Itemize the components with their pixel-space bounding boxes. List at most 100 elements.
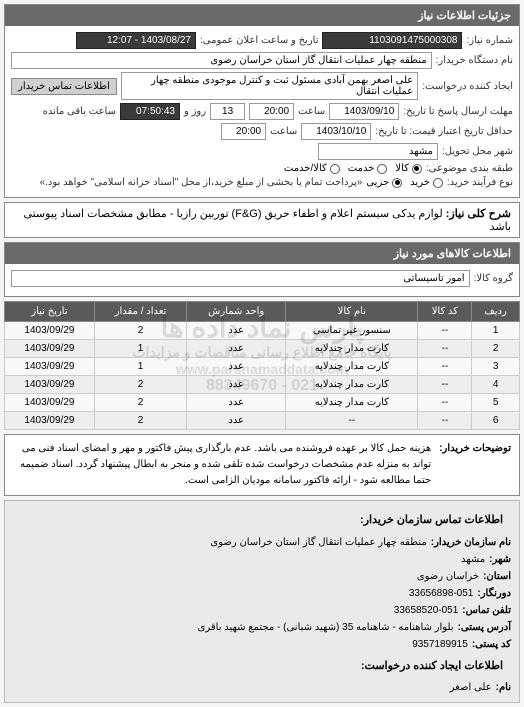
delivery-city-label: شهر محل تحویل:	[442, 146, 513, 157]
buyer-note: توضیحات خریدار: هزینه حمل کالا بر عهده ف…	[4, 434, 520, 496]
table-cell: کارت مدار چندلایه	[286, 394, 418, 412]
table-row: 4--کارت مدار چندلایهعدد21403/09/29	[5, 376, 520, 394]
table-header: نام کالا	[286, 302, 418, 322]
table-cell: 1403/09/29	[5, 340, 95, 358]
need-number-label: شماره نیاز:	[466, 35, 513, 46]
table-cell: 2	[94, 394, 186, 412]
buyer-note-text: هزینه حمل کالا بر عهده فروشنده می باشد. …	[13, 441, 431, 489]
creator-value: علی اصغر بهمن آبادی مسئول ثبت و کنترل مو…	[121, 72, 418, 100]
radio-kala[interactable]: کالا	[395, 163, 422, 174]
deadline-label: مهلت ارسال پاسخ تا تاریخ:	[403, 106, 513, 117]
table-cell: 2	[94, 322, 186, 340]
table-cell: 1403/09/29	[5, 322, 95, 340]
radio-kharid[interactable]: خرید	[410, 177, 443, 188]
table-cell: 2	[94, 376, 186, 394]
form-grid: شماره نیاز: 1103091475000308 تاریخ و ساع…	[5, 26, 519, 197]
table-cell: 3	[472, 358, 520, 376]
table-cell: --	[418, 376, 472, 394]
table-cell: --	[418, 358, 472, 376]
table-cell: 1403/09/29	[5, 412, 95, 430]
table-header: تعداد / مقدار	[94, 302, 186, 322]
table-cell: کارت مدار چندلایه	[286, 358, 418, 376]
deadline-date: 1403/09/10	[329, 103, 399, 120]
process-note: «پرداخت تمام یا بخشی از مبلغ خرید،از محل…	[11, 177, 362, 188]
radio-khedmat[interactable]: خدمت	[348, 163, 388, 174]
validity-label: حداقل تاریخ اعتبار قیمت: تا تاریخ:	[375, 126, 513, 137]
table-cell: 2	[94, 412, 186, 430]
panel-header: جزئیات اطلاعات نیاز	[5, 5, 519, 26]
days-remain: 13	[210, 103, 245, 120]
table-cell: --	[418, 394, 472, 412]
buyer-org-label: نام دستگاه خریدار:	[436, 55, 513, 66]
table-cell: عدد	[187, 340, 286, 358]
table-cell: 1	[94, 340, 186, 358]
process-radios: خرید جزیی	[366, 177, 443, 188]
table-row: 3--کارت مدار چندلایهعدد11403/09/29	[5, 358, 520, 376]
table-cell: کارت مدار چندلایه	[286, 340, 418, 358]
need-desc-text: لوازم یدکی سیستم اعلام و اطفاء حریق (F&G…	[23, 208, 511, 233]
radio-dot-icon	[330, 164, 340, 174]
radio-dot-icon	[377, 164, 387, 174]
time-label-1: ساعت	[298, 106, 325, 117]
need-desc-bar: شرح کلی نیاز: لوازم یدکی سیستم اعلام و ا…	[4, 202, 520, 238]
table-cell: عدد	[187, 376, 286, 394]
announce-date-value: 1403/08/27 - 12:07	[76, 32, 196, 49]
table-cell: 1403/09/29	[5, 358, 95, 376]
goods-group-label: گروه کالا:	[474, 273, 513, 284]
radio-dot-icon	[433, 178, 443, 188]
time-label-2: ساعت	[270, 126, 297, 137]
table-cell: --	[418, 322, 472, 340]
items-table: ردیفکد کالانام کالاواحد شمارشتعداد / مقد…	[4, 301, 520, 430]
radio-dot-icon	[412, 164, 422, 174]
table-header: ردیف	[472, 302, 520, 322]
table-cell: عدد	[187, 394, 286, 412]
need-number-value: 1103091475000308	[322, 32, 462, 49]
table-cell: 1403/09/29	[5, 376, 95, 394]
contact-info-button[interactable]: اطلاعات تماس خریدار	[11, 78, 117, 95]
group-type-label: طبقه بندی موضوعی:	[426, 163, 513, 174]
items-panel: اطلاعات کالاهای مورد نیاز گروه کالا: امو…	[4, 242, 520, 297]
contact-title: اطلاعات تماس سازمان خریدار:	[13, 507, 511, 534]
radio-both[interactable]: کالا/خدمت	[284, 163, 340, 174]
process-label: نوع فرآیند خرید:	[447, 177, 513, 188]
validity-time: 20:00	[221, 123, 266, 140]
buyer-note-label: توضیحات خریدار:	[439, 441, 511, 489]
table-cell: 5	[472, 394, 520, 412]
items-panel-header: اطلاعات کالاهای مورد نیاز	[5, 243, 519, 264]
table-cell: عدد	[187, 412, 286, 430]
table-header: کد کالا	[418, 302, 472, 322]
table-cell: 1	[94, 358, 186, 376]
buyer-org-value: منطقه چهار عملیات انتقال گاز استان خراسا…	[11, 52, 432, 69]
table-header: واحد شمارش	[187, 302, 286, 322]
table-header: تاریخ نیاز	[5, 302, 95, 322]
table-cell: --	[286, 412, 418, 430]
table-cell: --	[418, 412, 472, 430]
items-table-wrap: پارس نماد داده ها پایگاه جامع اطلاع رسان…	[4, 301, 520, 430]
table-cell: 1	[472, 322, 520, 340]
time-remain: 07:50:43	[120, 103, 180, 120]
requester-title: اطلاعات ایجاد کننده درخواست:	[13, 653, 511, 680]
table-cell: 1403/09/29	[5, 394, 95, 412]
table-cell: 6	[472, 412, 520, 430]
group-type-radios: کالا خدمت کالا/خدمت	[284, 163, 422, 174]
table-cell: عدد	[187, 322, 286, 340]
delivery-city: مشهد	[318, 143, 438, 160]
table-row: 6----عدد21403/09/29	[5, 412, 520, 430]
table-cell: سنسور غیر تماسی	[286, 322, 418, 340]
table-row: 2--کارت مدار چندلایهعدد11403/09/29	[5, 340, 520, 358]
table-cell: 2	[472, 340, 520, 358]
table-cell: کارت مدار چندلایه	[286, 376, 418, 394]
validity-date: 1403/10/10	[301, 123, 371, 140]
radio-dot-icon	[392, 178, 402, 188]
creator-label: ایجاد کننده درخواست:	[422, 81, 513, 92]
announce-label: تاریخ و ساعت اعلان عمومی:	[200, 35, 319, 46]
remain-label: ساعت باقی مانده	[43, 106, 116, 117]
need-desc-label: شرح کلی نیاز:	[446, 208, 511, 220]
radio-joz[interactable]: جزیی	[366, 177, 402, 188]
table-row: 1--سنسور غیر تماسیعدد21403/09/29	[5, 322, 520, 340]
table-cell: 4	[472, 376, 520, 394]
deadline-time: 20:00	[249, 103, 294, 120]
goods-group-value: امور تاسیساتی	[11, 270, 470, 287]
days-label: روز و	[184, 106, 206, 117]
table-row: 5--کارت مدار چندلایهعدد21403/09/29	[5, 394, 520, 412]
